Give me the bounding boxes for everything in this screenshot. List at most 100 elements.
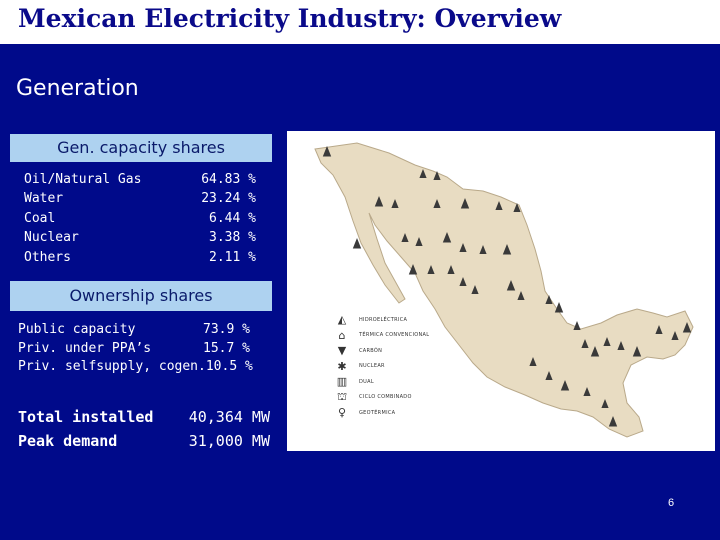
plant-marker-icon [459,243,467,252]
plant-marker-icon [601,399,609,408]
section-heading: Generation [16,76,139,101]
generation-share: 2.11 % [209,249,256,265]
generation-share: 23.24 % [201,191,256,207]
legend-label: TÉRMICA CONVENCIONAL [359,332,430,339]
generation-type: Coal [24,210,56,226]
plant-marker-icon [502,244,512,255]
generation-row: Coal 6.44 % [24,209,256,228]
slide-title: Mexican Electricity Industry: Overview [18,4,562,33]
plant-marker-icon [581,339,589,348]
generation-share: 6.44 % [209,210,256,226]
plant-marker-icon [655,325,663,334]
plant-markers [322,146,692,427]
plant-marker-icon [352,238,362,249]
plant-marker-icon [682,322,692,333]
generation-row: Others 2.11 % [24,248,256,267]
plant-marker-icon [322,146,332,157]
plant-marker-icon [459,277,467,286]
plant-marker-icon [506,280,516,291]
plant-marker-icon [545,371,553,380]
plant-marker-icon [560,380,570,391]
plant-marker-icon [408,264,418,275]
plant-marker-icon [433,199,441,208]
legend-item-thermal: ⌂ TÉRMICA CONVENCIONAL [335,328,430,344]
plant-marker-icon [401,233,409,242]
nuclear-icon: ✱ [337,359,347,373]
legend-item-combined-cycle: ⛫ CICLO COMBINADO [335,390,429,406]
generation-share: 3.38 % [209,230,256,246]
ownership-share: 10.5 % [205,359,253,374]
generation-row: Oil/Natural Gas 64.83 % [24,170,256,189]
legend-item-dual: ▥ DUAL [335,374,429,390]
plant-marker-icon [603,337,611,346]
plant-marker-icon [479,245,487,254]
legend-item-nuclear: ✱ NUCLEAR [335,359,429,375]
geothermal-icon: ♀ [337,406,347,420]
plant-marker-icon [529,357,537,366]
generation-label: Gen. capacity shares [10,134,272,162]
plant-marker-icon [447,265,455,274]
legend-label: NUCLEAR [359,363,385,370]
ownership-row: Public capacity 73.9 % [18,321,250,340]
plant-marker-icon [632,346,642,357]
mexico-landmass [314,142,694,438]
plant-marker-icon [495,201,503,210]
ownership-shares-list: Public capacity 73.9 % Priv. under PPA’s… [18,321,253,377]
legend-item-coal: ▼ CARBÓN [335,343,429,359]
generation-row: Water 23.24 % [24,189,256,208]
plant-marker-icon [608,416,618,427]
dual-icon: ▥ [336,375,348,389]
generation-type: Oil/Natural Gas [24,172,142,187]
plant-marker-icon [415,237,423,246]
plant-marker-icon [517,291,525,300]
legend-label: HIDROELÉCTRICA [359,316,408,323]
plant-marker-icon [513,203,521,212]
power-plant-map [287,131,715,451]
capacity-totals: Total installed 40,364 MW Peak demand 31… [18,405,270,453]
generation-share: 64.83 % [201,172,256,187]
map-legend: ◭ HIDROELÉCTRICA ⌂ TÉRMICA CONVENCIONAL … [335,312,429,421]
page-number: 6 [668,497,675,509]
legend-label: DUAL [359,378,374,385]
ownership-row: Priv. under PPA’s 15.7 % [18,340,250,359]
total-row: Peak demand 31,000 MW [18,429,270,453]
generation-type: Water [24,191,64,207]
combined-cycle-icon: ⛫ [336,389,348,403]
legend-label: GEOTÉRMICA [359,409,396,416]
thermal-icon: ⌂ [338,328,346,342]
ownership-row: Priv. selfsupply, cogen. 10.5 % [18,358,253,377]
plant-marker-icon [583,387,591,396]
generation-type: Others [24,249,71,265]
legend-label: CARBÓN [359,347,383,354]
legend-item-hydro: ◭ HIDROELÉCTRICA [335,312,429,328]
ownership-type: Priv. under PPA’s [18,340,152,356]
plant-marker-icon [617,341,625,350]
ownership-label: Ownership shares [10,281,272,311]
generation-type: Nuclear [24,230,79,246]
ownership-share: 15.7 % [203,340,250,356]
total-label: Total installed [18,408,154,426]
total-value: 40,364 MW [188,408,270,426]
plant-marker-icon [471,285,479,294]
ownership-type: Priv. selfsupply, cogen. [18,359,206,374]
plant-marker-icon [590,346,600,357]
generation-row: Nuclear 3.38 % [24,228,256,247]
total-value: 31,000 MW [188,432,270,450]
legend-item-geothermal: ♀ GEOTÉRMICA [335,405,429,421]
plant-marker-icon [545,295,553,304]
plant-marker-icon [573,321,581,330]
plant-marker-icon [671,331,679,340]
plant-marker-icon [374,196,384,207]
plant-marker-icon [460,198,470,209]
plant-marker-icon [554,302,564,313]
ownership-share: 73.9 % [203,322,250,337]
title-bar: Mexican Electricity Industry: Overview [0,0,720,44]
plant-marker-icon [427,265,435,274]
generation-shares-list: Oil/Natural Gas 64.83 % Water 23.24 % Co… [24,170,256,267]
plant-marker-icon [433,171,441,180]
legend-label: CICLO COMBINADO [359,394,412,401]
total-label: Peak demand [18,432,118,450]
plant-marker-icon [419,169,427,178]
mexico-map [314,142,694,438]
plant-marker-icon [391,199,399,208]
